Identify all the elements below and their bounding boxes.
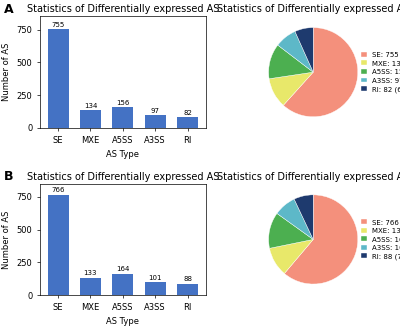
X-axis label: AS Type: AS Type (106, 318, 139, 326)
Bar (112, 274, 133, 295)
Bar (112, 108, 133, 128)
Text: 134: 134 (84, 103, 97, 109)
Wedge shape (294, 195, 313, 239)
Title: Statistics of Differentially expressed AS: Statistics of Differentially expressed A… (27, 4, 219, 14)
Text: A: A (4, 3, 13, 16)
X-axis label: AS Type: AS Type (106, 150, 139, 159)
Bar (48, 195, 68, 295)
Title: Statistics of Differentially expressed AS: Statistics of Differentially expressed A… (27, 172, 219, 181)
Text: 101: 101 (148, 275, 162, 281)
Legend: SE: 755 (61.68%), MXE: 134 (10.95%), A5SS: 156 (12.75%), A3SS: 97 (7.93%), RI: 8: SE: 755 (61.68%), MXE: 134 (10.95%), A5S… (361, 52, 400, 92)
Text: 164: 164 (116, 266, 130, 272)
Text: 156: 156 (116, 100, 130, 106)
Text: 133: 133 (84, 271, 97, 277)
Bar (48, 29, 68, 128)
Wedge shape (278, 31, 313, 72)
Y-axis label: Number of AS: Number of AS (2, 43, 11, 101)
Y-axis label: Number of AS: Number of AS (2, 210, 11, 269)
Wedge shape (295, 28, 313, 72)
Text: 766: 766 (51, 187, 65, 194)
Bar (177, 284, 198, 295)
Bar (145, 282, 166, 295)
Bar (80, 110, 101, 128)
Text: 88: 88 (183, 277, 192, 282)
Wedge shape (269, 214, 313, 248)
Wedge shape (269, 72, 313, 105)
Text: 97: 97 (151, 108, 160, 114)
Wedge shape (283, 28, 358, 117)
Wedge shape (270, 239, 313, 274)
Wedge shape (277, 199, 313, 239)
Wedge shape (269, 45, 313, 79)
Wedge shape (284, 195, 358, 284)
Text: 82: 82 (183, 110, 192, 116)
Text: B: B (4, 170, 13, 183)
Text: 755: 755 (52, 22, 65, 28)
Legend: SE: 766 (61.22%), MXE: 132 (10.55%), A5SS: 164 (13.11%), A3SS: 101 (8.07%), RI: : SE: 766 (61.22%), MXE: 132 (10.55%), A5S… (361, 219, 400, 260)
Bar (80, 278, 101, 295)
Title: Statistics of Differentially expressed AS: Statistics of Differentially expressed A… (217, 172, 400, 181)
Bar (177, 117, 198, 128)
Title: Statistics of Differentially expressed AS: Statistics of Differentially expressed A… (217, 4, 400, 14)
Bar (145, 115, 166, 128)
